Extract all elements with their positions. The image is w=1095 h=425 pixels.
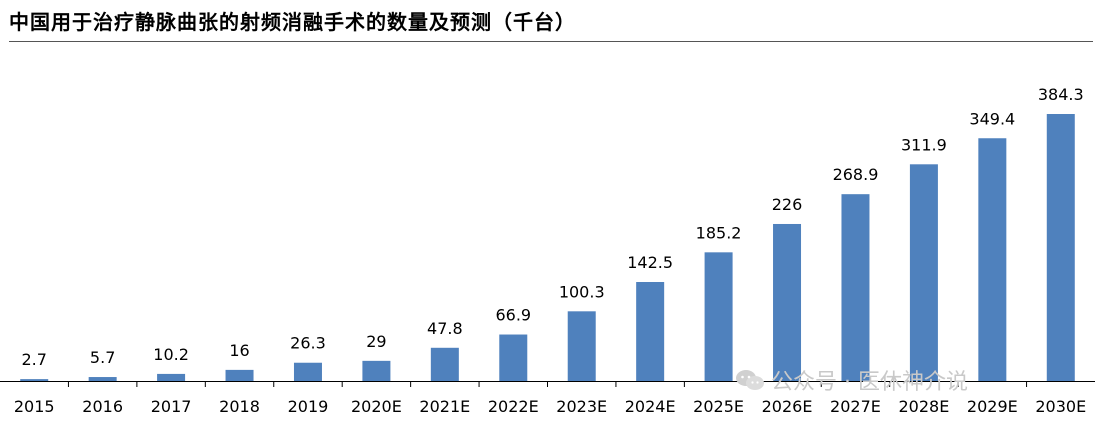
data-label-2015: 2.7 xyxy=(21,350,46,369)
data-label-2028E: 311.9 xyxy=(901,135,947,154)
data-label-2022E: 66.9 xyxy=(495,306,531,325)
x-tick-label-2028E: 2028E xyxy=(898,397,949,416)
bar-2015 xyxy=(20,379,49,381)
x-tick-label-2021E: 2021E xyxy=(419,397,470,416)
data-label-2020E: 29 xyxy=(366,332,386,351)
data-label-2018: 16 xyxy=(229,341,249,360)
x-tick-label-2018: 2018 xyxy=(219,397,260,416)
x-tick-label-2015: 2015 xyxy=(14,397,55,416)
x-tick-label-2029E: 2029E xyxy=(967,397,1018,416)
x-tick-label-2025E: 2025E xyxy=(693,397,744,416)
watermark-text: 公众号 · 医休神介说 xyxy=(771,370,968,395)
data-label-2029E: 349.4 xyxy=(969,109,1015,128)
bar-2021E xyxy=(430,347,459,381)
data-label-2024E: 142.5 xyxy=(627,253,673,272)
x-tick-label-2030E: 2030E xyxy=(1035,397,1086,416)
data-label-2017: 10.2 xyxy=(153,345,189,364)
title-divider xyxy=(9,41,1093,42)
data-label-2016: 5.7 xyxy=(90,348,115,367)
bar-2030E xyxy=(1046,114,1075,381)
bar-2024E xyxy=(636,282,665,381)
bar-2029E xyxy=(978,138,1007,381)
data-label-2025E: 185.2 xyxy=(696,223,742,242)
x-tick-label-2016: 2016 xyxy=(82,397,123,416)
x-tick-label-2027E: 2027E xyxy=(830,397,881,416)
bar-2020E xyxy=(362,360,391,381)
bar-2026E xyxy=(773,223,802,381)
bar-2018 xyxy=(225,369,254,381)
wechat-icon xyxy=(736,370,764,390)
x-tick-label-2020E: 2020E xyxy=(351,397,402,416)
x-tick-label-2017: 2017 xyxy=(151,397,192,416)
bar-2016 xyxy=(88,377,117,381)
bar-2023E xyxy=(567,311,596,381)
data-label-2019: 26.3 xyxy=(290,334,326,353)
data-label-2027E: 268.9 xyxy=(833,165,879,184)
bar-2025E xyxy=(704,252,733,381)
x-tick-label-2024E: 2024E xyxy=(625,397,676,416)
data-label-2030E: 384.3 xyxy=(1038,85,1084,104)
watermark: 公众号 · 医休神介说 xyxy=(735,364,968,396)
bar-2027E xyxy=(841,194,870,381)
bar-2019 xyxy=(293,362,322,381)
x-tick-label-2023E: 2023E xyxy=(556,397,607,416)
data-label-2021E: 47.8 xyxy=(427,319,463,338)
data-label-2023E: 100.3 xyxy=(559,282,605,301)
x-tick-label-2026E: 2026E xyxy=(762,397,813,416)
chart-title: 中国用于治疗静脉曲张的射频消融手术的数量及预测（千台） xyxy=(9,10,576,34)
bar-2028E xyxy=(909,164,938,381)
bar-2022E xyxy=(499,334,528,381)
x-tick-label-2019: 2019 xyxy=(288,397,329,416)
bar-2017 xyxy=(157,373,186,381)
x-tick-label-2022E: 2022E xyxy=(488,397,539,416)
data-label-2026E: 226 xyxy=(772,195,803,214)
